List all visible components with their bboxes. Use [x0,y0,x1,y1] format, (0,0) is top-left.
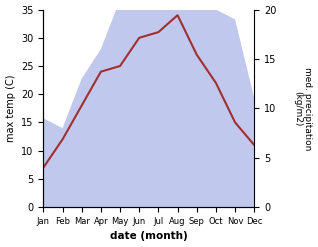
X-axis label: date (month): date (month) [110,231,188,242]
Y-axis label: med. precipitation
(kg/m2): med. precipitation (kg/m2) [293,67,313,150]
Y-axis label: max temp (C): max temp (C) [5,75,16,142]
